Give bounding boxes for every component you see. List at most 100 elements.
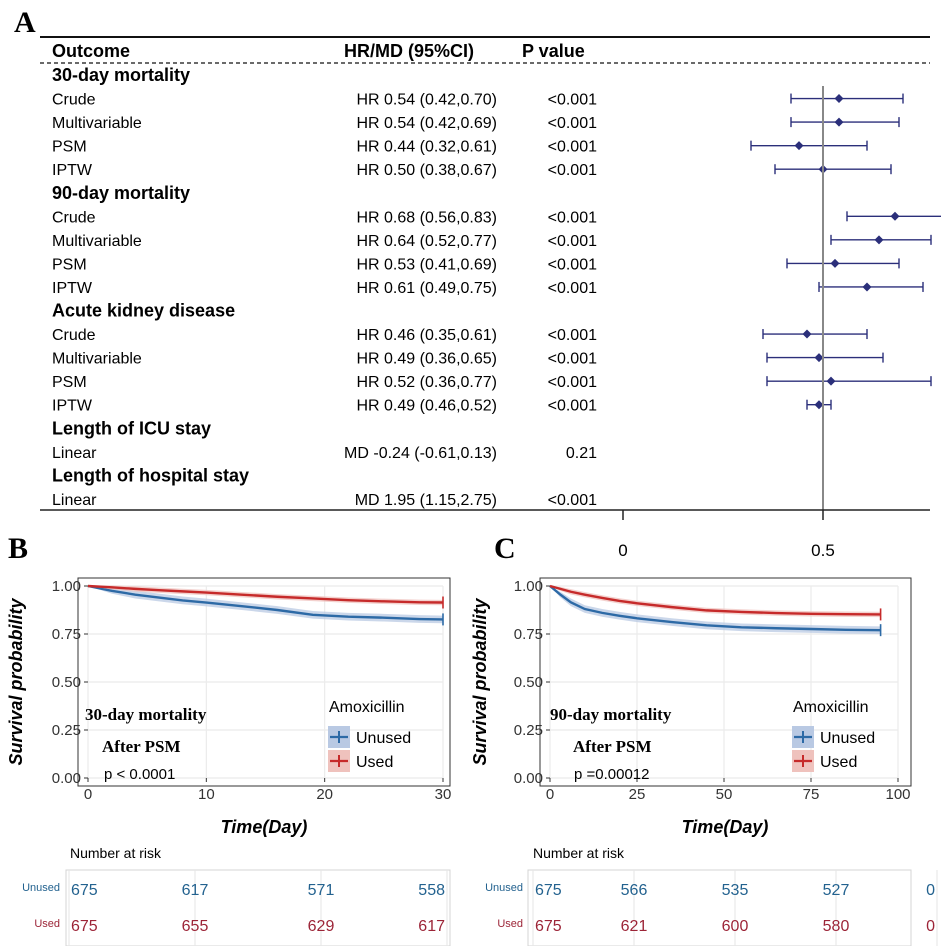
risk-count-used: 617: [418, 918, 445, 935]
forest-row-estimate: HR 0.53 (0.41,0.69): [356, 256, 497, 273]
km-y-tick-label: 0.00: [514, 770, 543, 787]
km-x-tick-label: 10: [198, 786, 215, 803]
km-b-curves: [87, 584, 444, 626]
forest-row-pvalue: <0.001: [548, 115, 597, 132]
forest-row-estimate: HR 0.46 (0.35,0.61): [356, 327, 497, 344]
risk-count-used: 675: [71, 918, 98, 935]
km-c-legend: Amoxicillin Unused Used: [792, 699, 875, 772]
risk-count-unused: 675: [535, 882, 562, 899]
km-b-x-ticks: 0 10 20 30: [84, 778, 452, 803]
forest-row-estimate: HR 0.49 (0.36,0.65): [356, 351, 497, 368]
forest-row-pvalue: 0.21: [566, 445, 597, 462]
km-panel-90day: C 1.000.750.500.250.00 0 25 50 75 100 Surviv…: [470, 532, 938, 946]
km-b-legend: Amoxicillin Unused Used: [328, 699, 411, 772]
forest-rows: 30-day mortality Crude HR 0.54 (0.42,0.70)…: [52, 65, 941, 509]
forest-row-label: Linear: [52, 492, 97, 509]
km-x-tick-label: 30: [435, 786, 452, 803]
km-b-risk-label-used: Used: [34, 918, 60, 930]
km-c-y-ticks: 1.00 0.75 0.50 0.25 0.00: [514, 578, 550, 787]
km-curve-used: [87, 584, 444, 604]
forest-row-pvalue: <0.001: [548, 280, 597, 297]
km-b-legend-used: Used: [356, 754, 393, 771]
km-c-pvalue: p =0.00012: [574, 766, 650, 783]
forest-group-label: Acute kidney disease: [52, 301, 235, 321]
header-estimate: HR/MD (95%CI): [344, 41, 474, 61]
forest-point: [802, 329, 812, 339]
risk-count-unused: 571: [308, 882, 335, 899]
forest-row-pvalue: <0.001: [548, 233, 597, 250]
km-panel-30day: B 1.00 0.75 0.50 0.25 0.00 0 10 20 30 Survival …: [6, 532, 451, 946]
km-x-tick-label: 100: [885, 786, 910, 803]
forest-row-pvalue: <0.001: [548, 256, 597, 273]
km-c-ylabel: Survival probability: [470, 597, 490, 765]
km-c-risk-label-unused: Unused: [485, 882, 523, 894]
km-curve-unused: [549, 585, 881, 632]
forest-point: [830, 258, 840, 268]
forest-axis-tick-label: 0: [618, 541, 627, 560]
risk-count-unused: 558: [418, 882, 445, 899]
km-c-subtitle: After PSM: [573, 737, 652, 756]
km-b-y-ticks: 1.00 0.75 0.50 0.25 0.00: [52, 578, 88, 787]
risk-count-used: 655: [182, 918, 209, 935]
risk-count-used: 580: [823, 918, 850, 935]
forest-row-label: IPTW: [52, 162, 93, 179]
km-c-curves: [549, 584, 882, 637]
km-curve-unused: [87, 584, 444, 621]
forest-row-pvalue: <0.001: [548, 374, 597, 391]
forest-row-estimate: HR 0.54 (0.42,0.70): [356, 92, 497, 109]
km-b-subtitle: After PSM: [102, 737, 181, 756]
forest-row-label: IPTW: [52, 280, 93, 297]
forest-row-pvalue: <0.001: [548, 327, 597, 344]
km-y-tick-label: 0.75: [514, 626, 543, 643]
forest-row-pvalue: <0.001: [548, 209, 597, 226]
panel-b-letter: B: [8, 532, 28, 565]
forest-row-estimate: HR 0.68 (0.56,0.83): [356, 209, 497, 226]
forest-point: [890, 211, 900, 221]
km-b-legend-unused: Unused: [356, 730, 411, 747]
header-outcome: Outcome: [52, 41, 130, 61]
forest-row-estimate: HR 0.52 (0.36,0.77): [356, 374, 497, 391]
risk-count-unused: 617: [182, 882, 209, 899]
km-b-xlabel: Time(Day): [221, 817, 308, 837]
forest-point: [826, 376, 836, 386]
forest-row-label: Crude: [52, 92, 96, 109]
km-y-tick-label: 1.00: [52, 578, 81, 595]
km-x-tick-label: 25: [629, 786, 646, 803]
risk-count-used: 0: [926, 918, 935, 935]
km-b-risk-label-unused: Unused: [22, 882, 60, 894]
panel-c-letter: C: [494, 532, 516, 565]
km-c-x-ticks: 0 25 50 75 100: [546, 778, 911, 803]
risk-count-used: 621: [621, 918, 648, 935]
forest-row-label: PSM: [52, 256, 87, 273]
km-ci-band-unused: [88, 586, 443, 624]
forest-row-label: Linear: [52, 445, 97, 462]
forest-point: [814, 353, 824, 363]
forest-row-estimate: HR 0.49 (0.46,0.52): [356, 398, 497, 415]
km-c-risk-table: Number at risk Unused Used 675 566 535 527 0…: [485, 845, 938, 946]
forest-row-estimate: MD -0.24 (-0.61,0.13): [344, 445, 497, 462]
forest-row-label: PSM: [52, 374, 87, 391]
risk-count-unused: 675: [71, 882, 98, 899]
forest-row-pvalue: <0.001: [548, 139, 597, 156]
forest-row-pvalue: <0.001: [548, 162, 597, 179]
km-b-ylabel: Survival probability: [6, 597, 26, 765]
forest-row-pvalue: <0.001: [548, 92, 597, 109]
km-b-risk-title: Number at risk: [70, 845, 162, 861]
forest-row-label: Crude: [52, 209, 96, 226]
forest-plot-panel: A Outcome HR/MD (95%CI) P value 30-day m…: [14, 6, 941, 560]
km-c-title: 90-day mortality: [550, 705, 672, 724]
risk-count-unused: 535: [722, 882, 749, 899]
km-c-legend-used: Used: [820, 754, 857, 771]
km-y-tick-label: 0.50: [52, 674, 81, 691]
km-y-tick-label: 0.75: [52, 626, 81, 643]
forest-row-label: PSM: [52, 139, 87, 156]
header-pvalue: P value: [522, 41, 585, 61]
forest-row-estimate: HR 0.64 (0.52,0.77): [356, 233, 497, 250]
km-c-legend-unused: Unused: [820, 730, 875, 747]
forest-row-label: Multivariable: [52, 115, 142, 132]
forest-row-label: Multivariable: [52, 351, 142, 368]
km-b-legend-title: Amoxicillin: [329, 699, 405, 716]
forest-point: [874, 235, 884, 245]
km-x-tick-label: 0: [84, 786, 92, 803]
